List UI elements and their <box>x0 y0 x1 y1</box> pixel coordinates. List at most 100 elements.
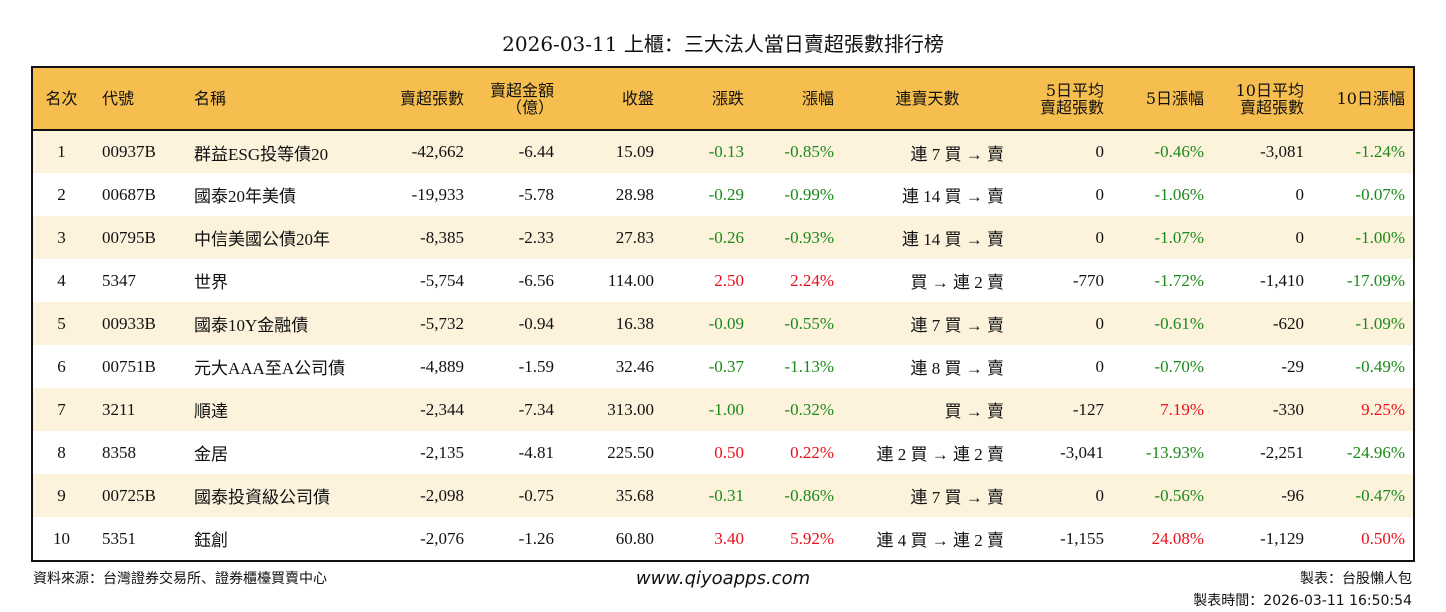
cell-avg5-net-sell: 0 <box>1095 227 1105 247</box>
ranking-table: 名次 代號 名稱 賣超張數 賣超金額 （億） 收盤 漲跌 漲幅 連賣天數 5日平均 賣超張數 5日漲… <box>31 66 1415 562</box>
cell-change5-pct: 7.19% <box>1160 399 1204 419</box>
cell-change5-pct: -0.56% <box>1154 485 1204 505</box>
cell-change-pct: -0.55% <box>784 313 834 333</box>
cell-net-sell-volume: -2,076 <box>420 528 464 548</box>
cell-code: 8358 <box>102 442 136 462</box>
cell-change-pct: -0.93% <box>784 227 834 247</box>
cell-name: 國泰投資級公司債 <box>194 488 330 507</box>
cell-code: 3211 <box>102 399 136 419</box>
cell-avg10-net-sell: -29 <box>1281 356 1304 376</box>
header-change: 漲跌 <box>711 89 744 108</box>
cell-change10-pct: -17.09% <box>1346 270 1405 290</box>
cell-rank: 7 <box>57 399 66 419</box>
cell-net-sell-amount: -0.75 <box>518 485 554 505</box>
cell-close: 225.50 <box>607 442 654 462</box>
cell-streak: 連 14 買 → 賣 <box>902 230 1004 249</box>
cell-net-sell-amount: -7.34 <box>518 399 554 419</box>
cell-avg10-net-sell: -330 <box>1272 399 1304 419</box>
cell-change: 2.50 <box>714 270 744 290</box>
cell-close: 114.00 <box>607 270 654 290</box>
cell-change5-pct: -1.06% <box>1154 184 1204 204</box>
cell-close: 16.38 <box>615 313 654 333</box>
cell-avg10-net-sell: -1,129 <box>1260 528 1304 548</box>
header-avg10-net-sell: 10日平均 賣超張數 <box>1235 80 1304 117</box>
header-change5-pct: 5日漲幅 <box>1145 89 1204 108</box>
cell-change10-pct: -24.96% <box>1346 442 1405 462</box>
cell-change: 3.40 <box>714 528 744 548</box>
cell-avg5-net-sell: 0 <box>1095 313 1105 333</box>
cell-change10-pct: -0.49% <box>1355 356 1405 376</box>
header-name: 名稱 <box>194 89 227 108</box>
cell-net-sell-volume: -2,344 <box>420 399 464 419</box>
cell-rank: 1 <box>57 142 66 161</box>
site-url[interactable]: www.qiyoapps.com <box>635 568 811 589</box>
cell-change-pct: -0.85% <box>784 142 834 161</box>
cell-avg5-net-sell: -770 <box>1072 270 1104 290</box>
cell-change5-pct: 24.08% <box>1151 528 1204 548</box>
cell-streak: 買 → 連 2 賣 <box>910 273 1005 292</box>
cell-change5-pct: -1.72% <box>1154 270 1204 290</box>
table-row: 6 00751B 元大AAA至A公司債 -4,889 -1.59 32.46 -0.37 -1… <box>33 345 1413 388</box>
author: 製表：台股懶人包 <box>1300 571 1412 587</box>
cell-avg5-net-sell: -1,155 <box>1060 528 1104 548</box>
table-row: 7 3211 順達 -2,344 -7.34 313.00 -1.00 -0.32% 買 → 賣… <box>33 388 1413 431</box>
cell-avg10-net-sell: -96 <box>1281 485 1304 505</box>
cell-net-sell-amount: -2.33 <box>518 227 554 247</box>
cell-net-sell-amount: -5.78 <box>518 184 554 204</box>
cell-net-sell-volume: -8,385 <box>420 227 464 247</box>
cell-close: 15.09 <box>615 142 654 161</box>
cell-rank: 5 <box>57 313 66 333</box>
cell-name: 元大AAA至A公司債 <box>194 359 346 378</box>
cell-net-sell-amount: -6.56 <box>518 270 554 290</box>
table-row: 1 00937B 群益ESG投等債20 -42,662 -6.44 15.09 -0.13 -… <box>33 130 1413 173</box>
cell-change5-pct: -1.07% <box>1154 227 1204 247</box>
header-avg5-net-sell: 5日平均 賣超張數 <box>1039 80 1104 117</box>
cell-net-sell-volume: -5,732 <box>420 313 464 333</box>
cell-net-sell-amount: -4.81 <box>518 442 554 462</box>
table-row: 4 5347 世界 -5,754 -6.56 114.00 2.50 2.24% 買 → 連 2… <box>33 259 1413 302</box>
cell-rank: 4 <box>57 270 66 290</box>
table-row: 9 00725B 國泰投資級公司債 -2,098 -0.75 35.68 -0.31 -0.8… <box>33 474 1413 517</box>
cell-avg10-net-sell: -3,081 <box>1260 142 1304 161</box>
table-row: 3 00795B 中信美國公債20年 -8,385 -2.33 27.83 -0.26 -0.… <box>33 216 1413 259</box>
cell-code: 00937B <box>102 142 156 161</box>
table-header: 名次 代號 名稱 賣超張數 賣超金額 （億） 收盤 漲跌 漲幅 連賣天數 5日平均 賣超張數 5日漲… <box>33 68 1413 130</box>
cell-change-pct: -0.32% <box>784 399 834 419</box>
cell-code: 00751B <box>102 356 156 376</box>
cell-net-sell-amount: -1.59 <box>518 356 554 376</box>
cell-code: 00687B <box>102 184 156 204</box>
cell-streak: 連 7 買 → 賣 <box>910 488 1005 507</box>
cell-change10-pct: -1.00% <box>1355 227 1405 247</box>
cell-avg10-net-sell: 0 <box>1295 184 1305 204</box>
cell-name: 中信美國公債20年 <box>194 230 330 249</box>
cell-streak: 連 4 買 → 連 2 賣 <box>876 531 1005 550</box>
cell-avg5-net-sell: -3,041 <box>1060 442 1104 462</box>
cell-change10-pct: 9.25% <box>1361 399 1405 419</box>
cell-close: 60.80 <box>615 528 654 548</box>
cell-change: -0.37 <box>708 356 744 376</box>
cell-code: 00725B <box>102 485 156 505</box>
cell-close: 313.00 <box>607 399 654 419</box>
cell-code: 5347 <box>102 270 136 290</box>
page-title: 2026-03-11 上櫃：三大法人當日賣超張數排行榜 <box>502 32 944 56</box>
table-row: 8 8358 金居 -2,135 -4.81 225.50 0.50 0.22% 連 2 買 →… <box>33 431 1413 474</box>
cell-streak: 連 2 買 → 連 2 賣 <box>876 445 1005 464</box>
cell-name: 鈺創 <box>194 531 228 550</box>
cell-change-pct: -0.99% <box>784 184 834 204</box>
cell-change-pct: 2.24% <box>790 270 834 290</box>
cell-net-sell-amount: -1.26 <box>518 528 554 548</box>
cell-change5-pct: -0.70% <box>1154 356 1204 376</box>
cell-change5-pct: -13.93% <box>1145 442 1204 462</box>
cell-change-pct: -1.13% <box>784 356 834 376</box>
cell-net-sell-volume: -5,754 <box>420 270 464 290</box>
cell-avg5-net-sell: 0 <box>1095 485 1105 505</box>
generated-time: 製表時間：2026-03-11 16:50:54 <box>1193 593 1412 609</box>
cell-streak: 連 7 買 → 賣 <box>910 144 1005 164</box>
cell-avg5-net-sell: 0 <box>1095 356 1105 376</box>
cell-code: 5351 <box>102 528 136 548</box>
cell-change: -0.09 <box>708 313 744 333</box>
cell-net-sell-volume: -19,933 <box>411 184 464 204</box>
cell-change: -1.00 <box>708 399 744 419</box>
header-change10-pct: 10日漲幅 <box>1336 89 1405 108</box>
cell-change: -0.26 <box>708 227 744 247</box>
